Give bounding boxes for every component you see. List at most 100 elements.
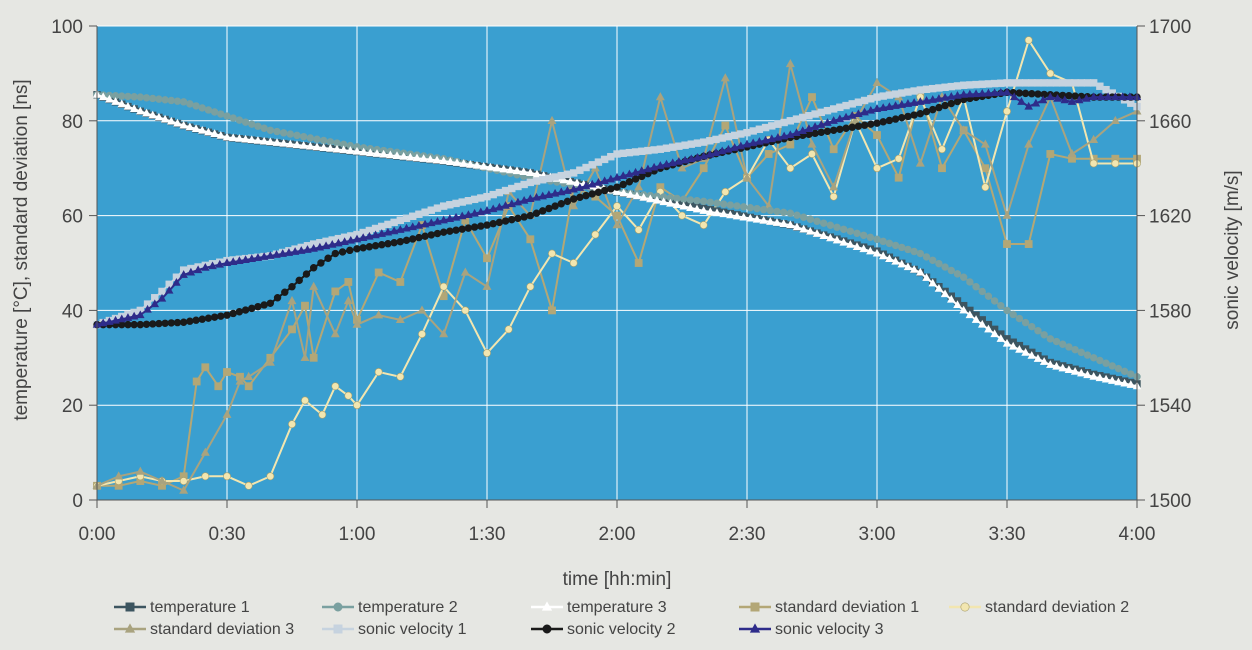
data-point xyxy=(557,171,565,180)
data-point xyxy=(909,98,919,106)
data-point xyxy=(396,225,405,233)
data-point xyxy=(309,353,318,362)
data-point xyxy=(1028,79,1036,87)
data-point xyxy=(292,140,302,149)
data-point xyxy=(916,109,925,118)
data-point xyxy=(228,257,238,266)
data-point xyxy=(201,472,210,481)
data-point xyxy=(559,175,568,184)
data-point xyxy=(705,149,715,158)
data-point xyxy=(306,134,315,142)
data-point xyxy=(482,206,492,214)
data-point xyxy=(186,100,194,108)
data-point xyxy=(873,131,881,139)
data-point xyxy=(631,148,640,156)
data-point xyxy=(652,195,662,204)
data-point xyxy=(836,125,844,133)
data-point xyxy=(446,157,455,166)
data-point xyxy=(699,151,708,160)
data-point xyxy=(766,206,775,215)
data-point xyxy=(135,466,145,475)
data-point xyxy=(421,208,429,216)
data-point xyxy=(346,146,355,154)
data-point xyxy=(842,101,850,110)
data-point xyxy=(217,110,225,118)
data-point xyxy=(879,237,887,246)
data-point xyxy=(300,352,310,361)
data-point xyxy=(228,133,238,142)
data-point xyxy=(331,287,340,296)
data-point xyxy=(742,172,752,181)
data-point xyxy=(433,216,442,225)
data-point xyxy=(409,235,417,243)
data-point xyxy=(427,206,435,214)
data-point xyxy=(916,97,925,105)
data-point xyxy=(1089,92,1098,101)
data-point xyxy=(600,155,609,164)
data-point xyxy=(711,148,721,156)
data-point xyxy=(768,122,776,130)
data-point xyxy=(98,92,108,101)
data-point xyxy=(576,193,584,202)
data-point xyxy=(1027,351,1037,359)
data-point xyxy=(477,222,485,230)
data-point xyxy=(551,202,559,210)
data-point xyxy=(149,94,157,103)
data-point xyxy=(390,218,398,227)
data-point xyxy=(321,241,331,250)
data-point xyxy=(143,304,152,313)
data-point xyxy=(161,96,169,104)
data-point xyxy=(548,306,556,315)
data-point xyxy=(1021,348,1030,356)
data-point xyxy=(1107,376,1117,384)
data-point xyxy=(1108,362,1116,370)
data-point xyxy=(867,120,875,128)
data-point xyxy=(972,80,980,89)
data-point xyxy=(339,145,348,154)
data-point xyxy=(829,126,838,134)
data-point xyxy=(210,313,219,321)
data-point xyxy=(953,270,962,278)
data-point xyxy=(526,178,535,187)
data-point xyxy=(470,223,479,231)
data-point xyxy=(259,252,269,260)
data-point xyxy=(904,88,912,96)
data-point xyxy=(483,349,491,357)
x-tick-label: 0:30 xyxy=(209,524,246,545)
data-point xyxy=(866,246,875,255)
data-point xyxy=(853,229,861,237)
data-point xyxy=(299,141,308,149)
data-point xyxy=(569,201,579,210)
data-point xyxy=(98,318,108,327)
data-point xyxy=(1110,115,1120,124)
y-tick-label-right: 1580 xyxy=(1149,301,1191,322)
data-point xyxy=(739,203,748,211)
data-point xyxy=(588,190,596,198)
data-point xyxy=(136,320,145,329)
data-point xyxy=(766,217,775,225)
data-point xyxy=(749,127,757,135)
data-point xyxy=(192,102,200,110)
data-point xyxy=(309,244,318,252)
data-point xyxy=(779,208,788,217)
data-point xyxy=(384,240,392,248)
data-point xyxy=(761,135,770,144)
data-point xyxy=(396,372,405,381)
legend-label: sonic velocity 1 xyxy=(358,621,467,638)
data-point xyxy=(532,177,541,185)
data-point xyxy=(334,238,343,247)
data-point xyxy=(378,241,386,249)
y-tick-label-right: 1700 xyxy=(1149,17,1191,38)
data-point xyxy=(1071,345,1079,354)
data-point xyxy=(396,216,405,225)
data-point xyxy=(266,126,275,134)
data-point xyxy=(514,182,522,191)
data-point xyxy=(823,118,832,126)
data-point xyxy=(612,187,622,195)
data-point xyxy=(317,259,325,267)
data-point xyxy=(1009,92,1019,101)
data-point xyxy=(526,282,535,291)
data-point xyxy=(607,185,615,193)
data-point xyxy=(1067,149,1077,158)
data-point xyxy=(479,161,488,170)
